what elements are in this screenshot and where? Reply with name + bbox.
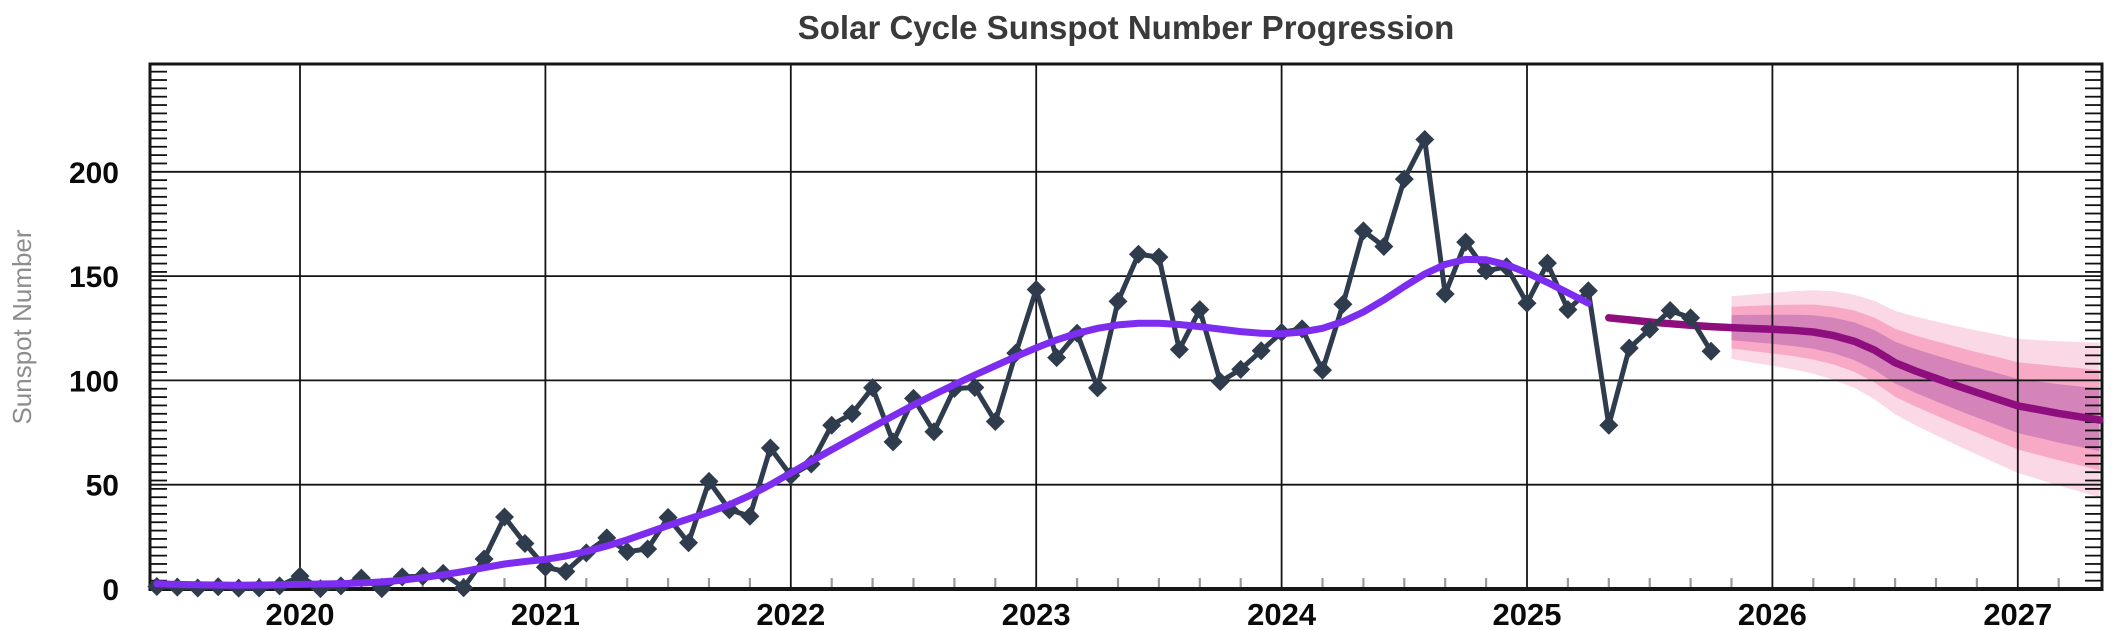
x-tick-label: 2023	[1002, 597, 1071, 630]
observed-marker	[679, 533, 699, 553]
observed-series	[147, 129, 1721, 599]
x-tick-label: 2024	[1247, 597, 1317, 630]
observed-marker	[1210, 372, 1230, 392]
observed-marker	[740, 506, 760, 526]
observed-marker	[924, 422, 944, 442]
observed-marker	[1435, 284, 1455, 304]
observed-marker	[515, 534, 535, 554]
x-tick-label: 2027	[1983, 597, 2052, 630]
y-tick-label: 150	[69, 261, 119, 294]
observed-marker	[495, 507, 514, 527]
observed-marker	[985, 411, 1005, 431]
observed-marker	[1640, 319, 1660, 339]
y-tick-label: 200	[69, 157, 119, 190]
observed-marker	[699, 471, 719, 491]
observed-marker	[822, 415, 842, 435]
x-tick-label: 2022	[756, 597, 825, 630]
observed-marker	[1415, 129, 1435, 149]
y-tick-label: 100	[69, 365, 119, 398]
gridlines	[150, 64, 2102, 590]
observed-marker	[617, 542, 637, 562]
observed-marker	[556, 561, 576, 581]
observed-marker	[760, 438, 780, 458]
observed-marker	[1108, 291, 1128, 311]
observed-marker	[1026, 279, 1046, 299]
observed-marker	[1537, 253, 1557, 273]
observed-marker	[1190, 300, 1210, 320]
uncertainty-bands	[1731, 290, 2100, 498]
observed-marker	[1476, 261, 1496, 281]
observed-marker	[1231, 359, 1251, 379]
observed-marker	[1333, 294, 1353, 314]
observed-marker	[1353, 221, 1373, 241]
axis-spines	[148, 62, 2104, 591]
x-tick-label: 2020	[266, 597, 335, 630]
smoothed-line	[153, 255, 1592, 589]
observed-marker	[638, 539, 658, 559]
observed-marker	[1681, 308, 1701, 328]
observed-marker	[965, 377, 985, 397]
observed-marker	[1374, 236, 1394, 256]
observed-marker	[1578, 281, 1598, 301]
y-tick-label: 0	[102, 574, 119, 607]
observed-marker	[1599, 415, 1619, 435]
x-tick-label: 2021	[511, 597, 580, 630]
observed-marker	[1088, 378, 1108, 398]
observed-marker	[1660, 301, 1680, 321]
observed-marker	[1047, 348, 1067, 368]
observed-marker	[1456, 232, 1476, 252]
observed-marker	[1394, 169, 1414, 189]
observed-marker	[842, 404, 862, 424]
observed-marker	[1149, 247, 1169, 267]
observed-marker	[1313, 360, 1332, 380]
x-tick-label: 2026	[1738, 597, 1807, 630]
observed-marker	[1169, 340, 1189, 360]
y-tick-label: 50	[86, 470, 119, 503]
x-tick-label: 2025	[1493, 597, 1562, 630]
observed-marker	[1128, 244, 1148, 264]
y-axis-label: Sunspot Number	[7, 229, 37, 424]
observed-marker	[883, 432, 903, 452]
chart-title: Solar Cycle Sunspot Number Progression	[798, 9, 1455, 46]
observed-marker	[863, 378, 883, 398]
observed-marker	[1517, 293, 1537, 313]
observed-line	[156, 137, 1714, 592]
observed-marker	[1251, 341, 1271, 361]
observed-marker	[454, 578, 474, 598]
prediction-band-inner	[1731, 314, 2100, 452]
observed-marker	[1558, 300, 1578, 320]
observed-marker	[1619, 338, 1639, 358]
axis-tick-labels: 0 50 100 150 200 2020 2021 2022 2023 2024 2025 2026…	[69, 157, 2052, 630]
smoothed-series	[153, 255, 1592, 589]
observed-marker	[1701, 341, 1721, 361]
